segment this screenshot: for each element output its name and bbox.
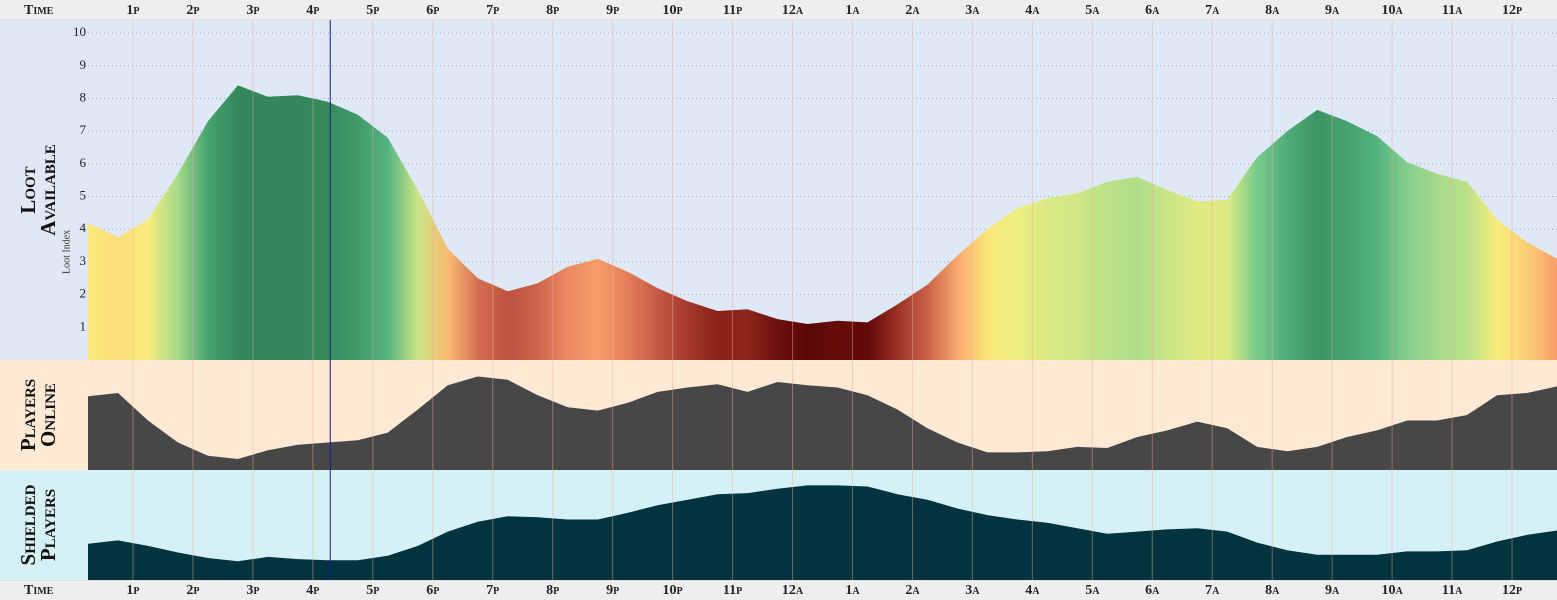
time-label: Time [24,583,54,598]
hour-label: 2p [186,3,199,18]
hour-label: 1p [126,583,139,598]
hour-label: 7a [1205,583,1220,598]
hour-label: 8a [1265,3,1280,18]
y-tick-label: 10 [73,24,86,39]
hour-label: 1p [126,3,139,18]
hour-label: 3p [246,3,259,18]
hour-label: 12a [782,3,804,18]
hour-label: 8p [546,583,559,598]
hour-label: 9p [606,3,619,18]
hour-label: 12p [1502,583,1522,598]
hour-label: 12p [1502,3,1522,18]
y-tick-label: 1 [80,318,87,333]
hour-label: 3p [246,583,259,598]
hour-label: 1a [845,3,860,18]
hour-label: 6a [1145,583,1160,598]
hour-label: 6p [426,583,439,598]
panel-label: Shielded [16,484,40,565]
hour-label: 11a [1442,583,1463,598]
time-header [0,580,1557,600]
hour-label: 1a [845,583,860,598]
hour-label: 4p [306,3,319,18]
hour-label: 3a [965,583,980,598]
area [88,85,1557,361]
hour-label: 10p [663,583,683,598]
y-tick-label: 6 [80,155,87,170]
y-tick-label: 5 [80,188,87,203]
hour-label: 5p [366,3,379,18]
hour-label: 2p [186,583,199,598]
hour-label: 4a [1025,3,1040,18]
y-tick-label: 2 [80,286,87,301]
panel-label: Players [16,379,40,451]
hour-label: 9a [1325,3,1340,18]
hour-label: 7a [1205,3,1220,18]
y-axis-label: Loot Index [61,230,72,274]
hour-label: 2a [905,583,920,598]
hour-label: 6p [426,3,439,18]
hour-label: 11p [723,3,742,18]
panel-label: Online [36,383,60,447]
area [88,376,1557,470]
panel-label: Available [36,144,60,236]
hour-label: 11a [1442,3,1463,18]
hour-label: 10a [1381,3,1403,18]
hour-label: 7p [486,583,499,598]
hour-label: 8a [1265,583,1280,598]
area [88,485,1557,580]
time-header [0,0,1557,20]
hour-label: 5a [1085,3,1100,18]
y-tick-label: 9 [80,57,87,72]
hour-label: 11p [723,583,742,598]
hour-label: 10a [1381,583,1403,598]
hour-label: 4a [1025,583,1040,598]
panel-label: Loot [16,166,40,213]
hour-label: 5p [366,583,379,598]
y-tick-label: 8 [80,89,87,104]
hour-label: 5a [1085,583,1100,598]
y-tick-label: 7 [80,122,87,137]
hour-label: 4p [306,583,319,598]
hour-label: 3a [965,3,980,18]
time-label: Time [24,3,54,18]
y-tick-label: 3 [80,253,87,268]
y-tick-label: 4 [80,220,87,235]
hour-label: 10p [663,3,683,18]
hour-label: 12a [782,583,804,598]
hour-label: 2a [905,3,920,18]
hour-label: 9p [606,583,619,598]
hour-label: 7p [486,3,499,18]
hour-label: 9a [1325,583,1340,598]
hour-label: 6a [1145,3,1160,18]
panel-label: Players [36,489,60,561]
hour-label: 8p [546,3,559,18]
